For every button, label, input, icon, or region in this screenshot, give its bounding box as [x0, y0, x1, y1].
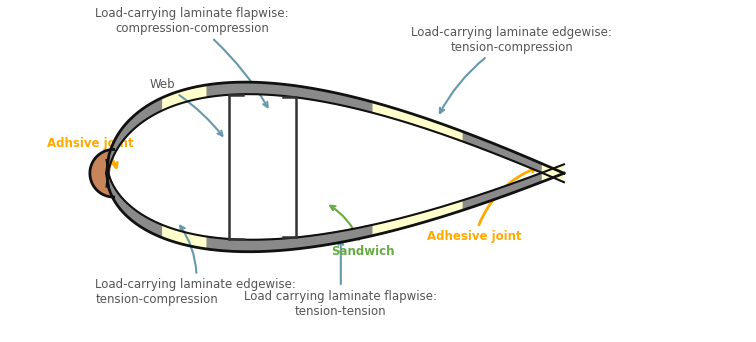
Polygon shape: [107, 98, 162, 172]
Polygon shape: [207, 225, 372, 252]
Polygon shape: [107, 82, 564, 187]
Text: Sandwich: Sandwich: [330, 206, 395, 258]
Text: Load-carrying laminate edgewise:
tension-compression: Load-carrying laminate edgewise: tension…: [411, 26, 612, 113]
Polygon shape: [207, 82, 372, 113]
Polygon shape: [463, 132, 541, 172]
Text: Adhsive joint: Adhsive joint: [47, 137, 134, 168]
Text: Load-carrying laminate edgewise:
tension-compression: Load-carrying laminate edgewise: tension…: [95, 226, 296, 306]
Text: Load-carrying laminate flapwise:
compression-compression: Load-carrying laminate flapwise: compres…: [95, 7, 289, 107]
Text: Web: Web: [150, 78, 222, 136]
Text: Adhesive joint: Adhesive joint: [427, 168, 536, 243]
Polygon shape: [107, 160, 564, 252]
Polygon shape: [90, 149, 113, 197]
Text: Load carrying laminate flapwise:
tension-tension: Load carrying laminate flapwise: tension…: [244, 240, 437, 318]
Polygon shape: [463, 173, 541, 210]
Polygon shape: [107, 175, 162, 237]
